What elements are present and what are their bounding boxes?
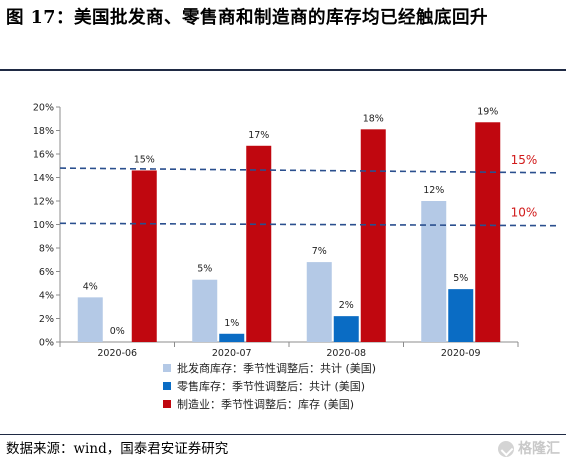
chart-legend: 批发商库存：季节性调整后：共计 (美国) 零售库存：季节性调整后：共计 (美国) 制…	[163, 361, 376, 411]
y-tick-label: 10%	[33, 220, 54, 231]
x-tick-label: 2020-07	[212, 348, 252, 359]
bar	[360, 129, 386, 342]
data-labels: 4% 5% 7% 12% 0% 1% 2% 5% 15% 17% 18% 19%	[83, 106, 499, 337]
y-tick-label: 12%	[33, 197, 54, 208]
legend-label: 批发商库存：季节性调整后：共计 (美国)	[177, 361, 376, 375]
data-label: 1%	[224, 318, 239, 329]
bar	[192, 279, 218, 342]
data-label: 12%	[423, 185, 444, 196]
watermark-text: 格隆汇	[518, 441, 560, 457]
bar	[448, 289, 474, 342]
bar	[475, 122, 501, 343]
bar	[421, 201, 447, 342]
bar	[306, 262, 332, 342]
reference-line-label: 10%	[511, 206, 538, 220]
inventory-bar-chart: 0% 2% 4% 6% 8% 10% 12% 14% 16% 18% 20% 2020-06 2020-…	[33, 103, 557, 411]
reference-line	[59, 222, 557, 227]
chart-bars	[77, 122, 501, 343]
legend-swatch	[163, 400, 171, 408]
y-tick-label: 18%	[33, 126, 54, 137]
x-tick-label: 2020-08	[326, 348, 366, 359]
legend-swatch	[163, 382, 171, 390]
reference-line-label: 15%	[511, 153, 538, 167]
y-tick-label: 16%	[33, 150, 54, 161]
y-tick-label: 0%	[39, 338, 54, 349]
data-label: 15%	[134, 154, 155, 165]
data-label: 18%	[363, 113, 384, 124]
bar	[246, 145, 272, 342]
bar	[333, 316, 359, 342]
y-tick-label: 20%	[33, 103, 54, 114]
data-label: 4%	[83, 281, 98, 292]
x-tick-label: 2020-06	[97, 348, 137, 359]
watermark-logo-icon	[498, 441, 514, 457]
footer-divider	[0, 434, 566, 435]
y-tick-label: 2%	[39, 314, 54, 325]
y-tick-label: 6%	[39, 267, 54, 278]
data-label: 2%	[339, 300, 354, 311]
legend-label: 制造业：季节性调整后：库存 (美国)	[177, 397, 354, 411]
y-tick-label: 4%	[39, 291, 54, 302]
bar	[77, 297, 103, 342]
watermark: 格隆汇	[498, 439, 560, 459]
bar	[219, 333, 245, 342]
data-source-note: 数据来源：wind，国泰君安证券研究	[6, 441, 229, 457]
reference-lines: 15% 10%	[59, 153, 557, 227]
figure-title: 图 17：美国批发商、零售商和制造商的库存均已经触底回升	[6, 8, 488, 28]
x-tick-label: 2020-09	[441, 348, 481, 359]
data-label: 7%	[312, 246, 327, 257]
bar	[131, 170, 157, 342]
legend-swatch	[163, 364, 171, 372]
data-label: 19%	[477, 106, 498, 117]
data-label: 5%	[453, 273, 468, 284]
data-label: 5%	[197, 264, 212, 275]
title-divider	[0, 69, 566, 71]
y-tick-label: 14%	[33, 173, 54, 184]
data-label: 0%	[110, 326, 125, 337]
legend-label: 零售库存：季节性调整后：共计 (美国)	[177, 379, 365, 393]
reference-line	[59, 167, 557, 174]
y-tick-label: 8%	[39, 244, 54, 255]
data-label: 17%	[248, 130, 269, 141]
